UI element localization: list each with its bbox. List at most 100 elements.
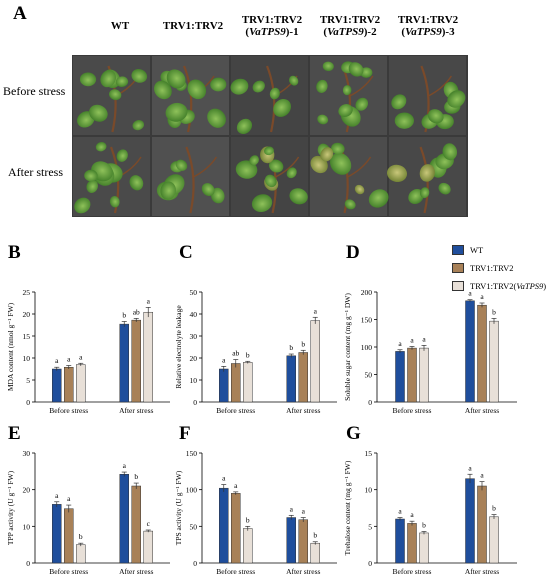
- y-tick-label-b-2: 10: [23, 354, 31, 363]
- bar-g-1-2: [407, 523, 417, 564]
- bar-e-1-1: [52, 504, 62, 564]
- chart-c-electrolyte: 0 10 20 30 40 50 Relative electrolyte leakage a…: [174, 288, 337, 415]
- y-tick-label-b-3: 15: [23, 332, 31, 341]
- bar-b-1-3: [76, 364, 86, 403]
- legend-item-wt: WT: [452, 244, 546, 256]
- x-tick-label-b-2: After stress: [119, 406, 153, 415]
- y-tick-label-b-0: 0: [26, 398, 30, 407]
- panel-letter-c: C: [179, 242, 193, 263]
- y-tick-label-g-3: 15: [365, 449, 373, 458]
- legend-swatch-trv: [452, 263, 464, 273]
- bar-c-1-3: [243, 362, 253, 403]
- photo-cell-r2-c5: [386, 137, 466, 216]
- y-tick-label-c-4: 40: [190, 310, 198, 319]
- y-tick-label-d-3: 150: [361, 316, 373, 325]
- sig-letter-c-2-1: b: [289, 343, 293, 352]
- sig-letter-b-1-1: a: [55, 356, 59, 365]
- row-label-before-stress: Before stress: [3, 84, 66, 98]
- y-axis-label-c: Relative electrolyte leakage: [174, 305, 183, 389]
- y-axis-label-b: MDA content (nmol g⁻¹ FW): [6, 302, 15, 391]
- sig-letter-e-1-2: a: [67, 494, 71, 503]
- x-tick-label-g-2: After stress: [465, 567, 499, 576]
- sig-letter-f-1-1: a: [222, 474, 226, 483]
- bar-c-2-1: [286, 355, 296, 403]
- bar-b-1-1: [52, 368, 62, 403]
- bar-e-2-3: [143, 530, 153, 564]
- photo-cell-r2-c2: [152, 137, 229, 216]
- y-tick-label-g-1: 5: [368, 522, 372, 531]
- sig-letter-d-1-3: a: [422, 334, 426, 343]
- y-tick-label-d-2: 100: [361, 343, 373, 352]
- plant-photos: [73, 56, 466, 216]
- photo-cell-r2-c4: [310, 137, 389, 216]
- bar-e-2-1: [119, 474, 129, 564]
- x-tick-label-d-2: After stress: [465, 406, 499, 415]
- sig-letter-b-2-1: b: [122, 310, 126, 319]
- y-axis-label-f: TPS activity (U g⁻¹ FW): [174, 470, 183, 545]
- sig-letter-g-2-2: a: [480, 471, 484, 480]
- sig-letter-c-1-1: a: [222, 355, 226, 364]
- bar-c-1-2: [231, 363, 241, 403]
- sig-letter-g-2-3: b: [492, 504, 496, 513]
- column-header-3: TRV1:TRV2 (VaTPS9)-1: [241, 14, 303, 38]
- photo-cell-r1-c5: [389, 56, 466, 135]
- y-axis-label-e: TPP activity (U g⁻¹ FW): [6, 470, 15, 545]
- sig-letter-d-2-3: b: [492, 307, 496, 316]
- photo-cell-r2-c3: [231, 137, 308, 216]
- y-tick-label-e-3: 30: [23, 449, 31, 458]
- sig-letter-e-2-2: b: [134, 472, 138, 481]
- x-tick-label-e-1: Before stress: [49, 567, 88, 576]
- sig-letter-e-2-3: c: [147, 519, 151, 528]
- bar-d-2-2: [477, 304, 487, 403]
- y-tick-label-b-4: 20: [23, 310, 31, 319]
- sig-letter-f-2-3: b: [313, 531, 317, 540]
- y-tick-label-c-3: 30: [190, 332, 198, 341]
- y-tick-label-f-3: 150: [186, 449, 198, 458]
- photo-cell-r1-c3: [230, 56, 308, 135]
- photo-cell-r1-c4: [310, 56, 387, 135]
- bar-e-1-3: [76, 544, 86, 564]
- bar-f-2-3: [310, 542, 320, 564]
- bar-f-1-1: [219, 487, 229, 564]
- y-tick-label-d-0: 0: [368, 398, 372, 407]
- sig-letter-g-1-2: a: [410, 510, 414, 519]
- bar-g-2-1: [465, 478, 475, 564]
- y-tick-label-g-0: 0: [368, 559, 372, 568]
- x-tick-label-e-2: After stress: [119, 567, 153, 576]
- sig-letter-g-2-1: a: [468, 463, 472, 472]
- bar-e-1-2: [64, 508, 74, 564]
- bar-f-1-2: [231, 493, 241, 564]
- sig-letter-c-2-2: b: [301, 339, 305, 348]
- legend-label-vatps9: TRV1:TRV2(VaTPS9): [470, 281, 547, 291]
- x-tick-label-g-1: Before stress: [393, 567, 432, 576]
- row-label-after-stress: After stress: [8, 165, 63, 179]
- chart-d-soluble-sugar: 0 50 100 150 200 Soluble sugar content (mg g⁻…: [343, 288, 517, 415]
- sig-letter-e-1-3: b: [79, 532, 83, 541]
- y-tick-label-b-1: 5: [26, 376, 30, 385]
- y-axis-label-g: Trehalose content (mg g⁻¹ FW): [343, 460, 352, 555]
- panel-letter-b: B: [8, 242, 21, 263]
- bar-d-2-3: [489, 320, 499, 403]
- sig-letter-e-1-1: a: [55, 491, 59, 500]
- y-tick-label-f-1: 50: [190, 522, 198, 531]
- sig-letter-f-2-1: a: [290, 504, 294, 513]
- y-tick-label-f-2: 100: [186, 486, 198, 495]
- panel-letter-f: F: [179, 423, 191, 444]
- bar-c-2-3: [310, 320, 320, 403]
- legend: WT TRV1:TRV2 TRV1:TRV2(VaTPS9): [452, 244, 546, 292]
- legend-label-trv: TRV1:TRV2: [470, 263, 514, 273]
- sig-letter-b-2-3: a: [147, 296, 151, 305]
- sig-letter-f-2-2: a: [302, 507, 306, 516]
- bar-f-1-3: [243, 528, 253, 564]
- column-header-2: TRV1:TRV2: [162, 20, 224, 32]
- plant-photo-grid: [72, 55, 468, 217]
- bar-d-1-3: [419, 347, 429, 403]
- panel-letter-a: A: [13, 3, 27, 24]
- legend-swatch-wt: [452, 245, 464, 255]
- sig-letter-b-1-2: a: [67, 354, 71, 363]
- bar-b-2-1: [119, 323, 129, 403]
- bar-f-2-1: [286, 517, 296, 564]
